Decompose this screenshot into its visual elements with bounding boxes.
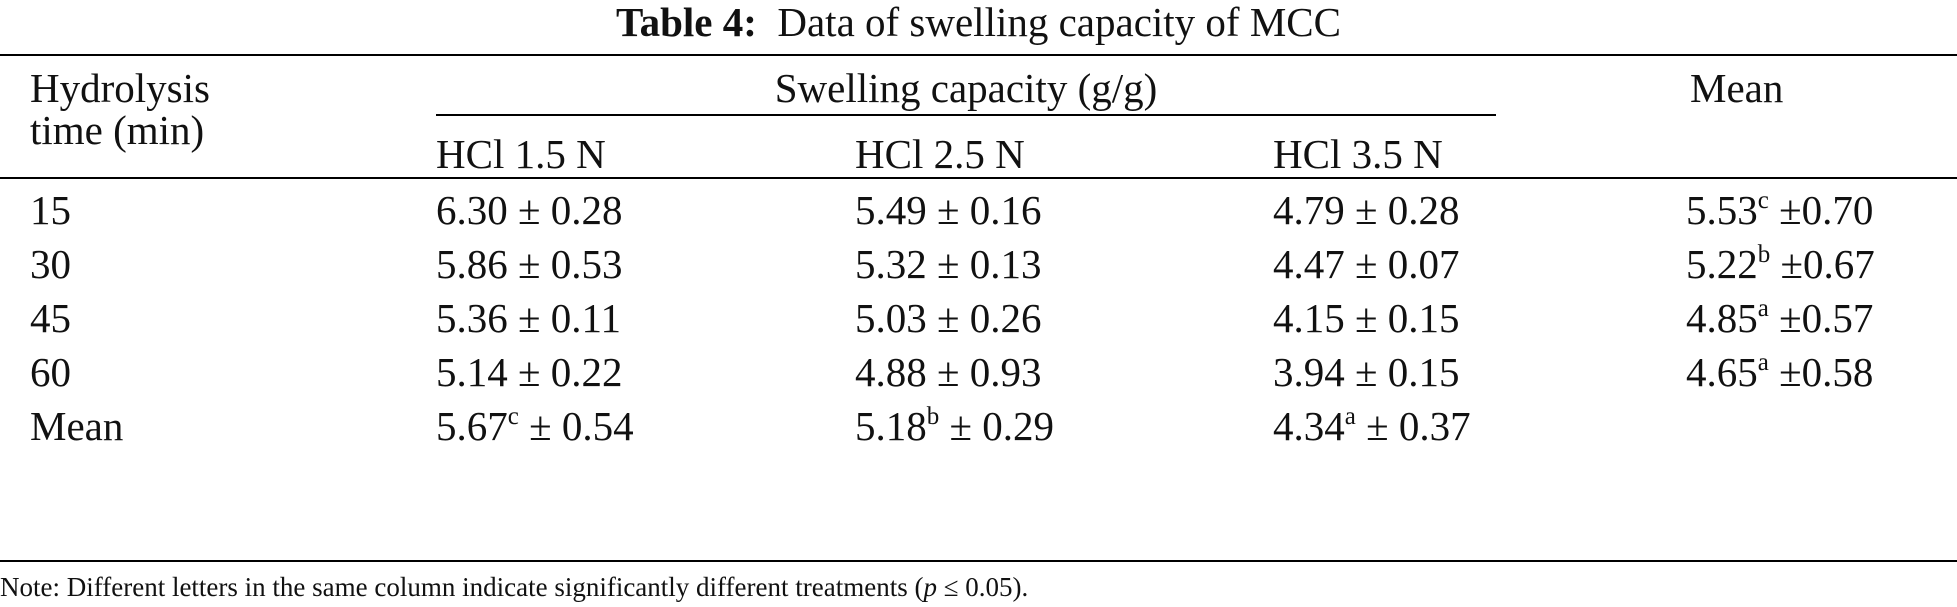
- mean-row-cell: 5.18b ± 0.29: [855, 403, 1055, 449]
- table-cell: 5.03 ± 0.26: [855, 295, 1042, 341]
- table-row-time: 30: [30, 241, 71, 287]
- table-cell: 4.79 ± 0.28: [1273, 187, 1460, 233]
- significance-letter: a: [1344, 403, 1356, 430]
- mean-row-label: Mean: [30, 403, 124, 449]
- significance-letter: a: [1757, 295, 1769, 322]
- mean-cell: 4.85a ±0.57: [1686, 295, 1874, 341]
- column-header-3: HCl 3.5 N: [1273, 131, 1443, 177]
- bottom-rule: [0, 560, 1957, 562]
- table-cell: 5.49 ± 0.16: [855, 187, 1042, 233]
- table-cell: 4.15 ± 0.15: [1273, 295, 1460, 341]
- significance-letter: b: [926, 403, 940, 430]
- table-number: Table 4:: [615, 0, 757, 45]
- table-title: Data of swelling capacity of MCC: [777, 0, 1341, 45]
- top-rule: [0, 54, 1957, 56]
- significance-letter: a: [1757, 349, 1769, 376]
- mean-row-cell: 4.34a ± 0.37: [1273, 403, 1471, 449]
- header-rule: [0, 177, 1957, 179]
- table-row-time: 45: [30, 295, 71, 341]
- row-header-line1: Hydrolysis: [30, 65, 210, 111]
- table-row-time: 15: [30, 187, 71, 233]
- table-note: Note: Different letters in the same colu…: [0, 572, 1029, 602]
- table-cell: 5.86 ± 0.53: [436, 241, 623, 287]
- table-cell: 5.36 ± 0.11: [436, 295, 621, 341]
- table-row-time: 60: [30, 349, 71, 395]
- mean-row-cell: 5.67c ± 0.54: [436, 403, 634, 449]
- table-cell: 5.14 ± 0.22: [436, 349, 623, 395]
- row-header-line2: time (min): [30, 107, 205, 153]
- table-cell: 5.32 ± 0.13: [855, 241, 1042, 287]
- table-cell: 6.30 ± 0.28: [436, 187, 623, 233]
- table-cell: 3.94 ± 0.15: [1273, 349, 1460, 395]
- group-header: Swelling capacity (g/g): [774, 65, 1158, 111]
- mean-cell: 5.53c ±0.70: [1686, 187, 1874, 233]
- column-header-1: HCl 1.5 N: [436, 131, 606, 177]
- group-rule: [436, 114, 1496, 116]
- p-symbol: p: [923, 572, 937, 602]
- significance-letter: b: [1757, 241, 1771, 268]
- mean-cell: 5.22b ±0.67: [1686, 241, 1875, 287]
- mean-header: Mean: [1690, 65, 1784, 111]
- column-header-2: HCl 2.5 N: [855, 131, 1025, 177]
- table-caption: Table 4: Data of swelling capacity of MC…: [0, 0, 1957, 44]
- mean-cell: 4.65a ±0.58: [1686, 349, 1874, 395]
- significance-letter: c: [507, 403, 519, 430]
- table-cell: 4.88 ± 0.93: [855, 349, 1042, 395]
- table-cell: 4.47 ± 0.07: [1273, 241, 1460, 287]
- significance-letter: c: [1757, 187, 1769, 214]
